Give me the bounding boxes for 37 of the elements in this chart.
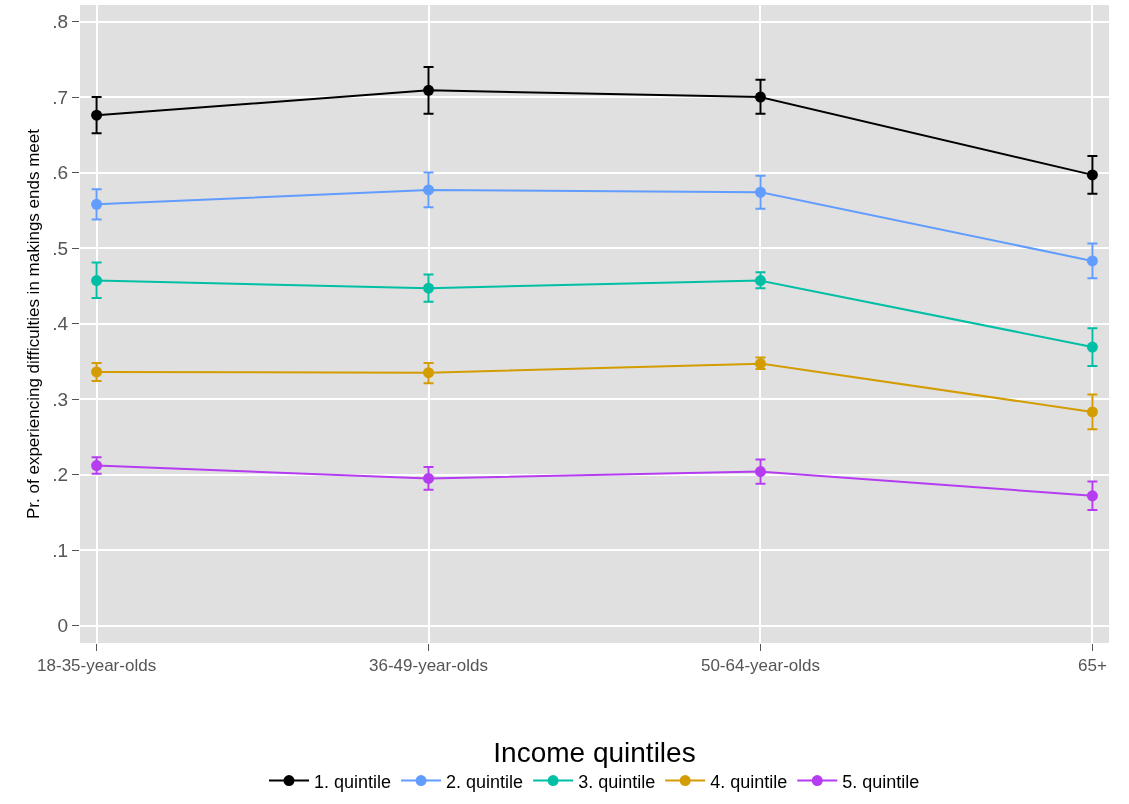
point xyxy=(1086,490,1098,502)
legend-title: Income quintiles xyxy=(493,737,696,769)
legend-label: 4. quintile xyxy=(710,771,788,792)
point xyxy=(91,198,103,210)
x-tick-label: 65+ xyxy=(1077,656,1107,676)
y-tick-label: .8 xyxy=(52,11,69,33)
point xyxy=(1086,169,1098,181)
y-tick-label: 0 xyxy=(57,615,69,637)
legend-label: 2. quintile xyxy=(446,771,524,792)
point xyxy=(1086,255,1098,267)
y-tick-label: .6 xyxy=(52,162,69,184)
point xyxy=(91,109,103,121)
y-axis-title: Pr. of experiencing difficulties in makings ends meet xyxy=(23,128,43,519)
legend-label: 1. quintile xyxy=(314,771,392,792)
point xyxy=(1086,406,1098,418)
point xyxy=(423,282,435,294)
point xyxy=(423,472,435,484)
y-tick-label: .1 xyxy=(52,539,69,561)
point xyxy=(423,367,435,379)
y-tick-label: .5 xyxy=(52,237,69,259)
point xyxy=(423,84,435,96)
y-tick-label: .2 xyxy=(52,464,69,486)
legend-label: 3. quintile xyxy=(578,771,656,792)
point xyxy=(91,366,103,378)
point xyxy=(423,184,435,196)
legend-label: 5. quintile xyxy=(842,771,920,792)
y-tick-label: .3 xyxy=(52,388,69,410)
y-tick-label: .7 xyxy=(52,86,69,108)
x-tick-label: 50-64-year-olds xyxy=(700,656,820,676)
point xyxy=(754,91,766,103)
point xyxy=(1086,341,1098,353)
point xyxy=(754,466,766,478)
point xyxy=(754,186,766,198)
point xyxy=(91,275,103,287)
y-tick-label: .4 xyxy=(52,313,69,335)
x-tick-label: 18-35-year-olds xyxy=(37,656,157,676)
x-tick-label: 36-49-year-olds xyxy=(369,656,489,676)
